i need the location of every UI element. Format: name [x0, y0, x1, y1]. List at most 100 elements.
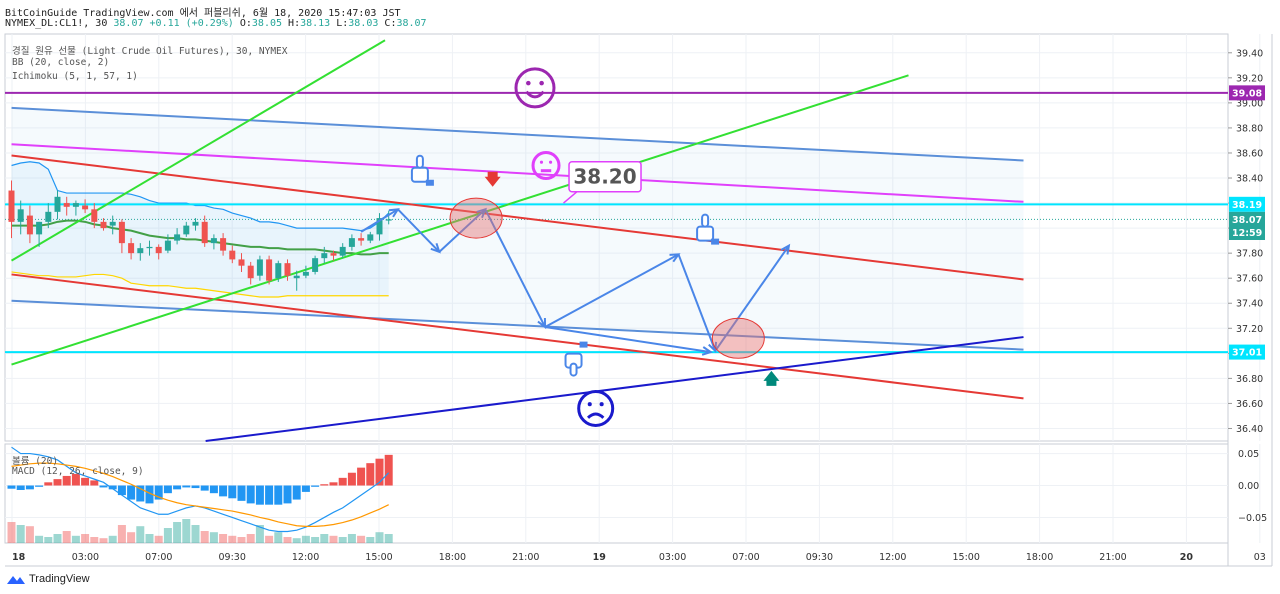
macd-hist-bar [35, 485, 44, 487]
macd-hist-bar [265, 485, 274, 505]
time-tick-label: 20 [1180, 552, 1194, 563]
macd-hist-bar [53, 479, 62, 486]
forecast-segment [544, 326, 711, 354]
callout-pointer [563, 191, 578, 204]
hand-palm [696, 225, 715, 242]
macd-hist-bar [163, 485, 172, 494]
price-badge [1229, 196, 1265, 212]
volume-bar [99, 538, 108, 543]
legend-main-series[interactable]: 경질 원유 선물 (Light Crude Oil Futures), 30, … [12, 46, 288, 57]
macd-hist-bar [154, 485, 163, 500]
candle-body [293, 275, 300, 279]
volume-bar [108, 535, 117, 543]
time-tick-label: 12:00 [292, 552, 319, 563]
macd-hist-bar [25, 485, 34, 490]
ohlc-high: 38.13 [300, 18, 331, 29]
volume-bar [127, 532, 136, 543]
candle-body [201, 221, 208, 244]
macd-hist-bar [311, 485, 320, 487]
candle-body [229, 250, 236, 260]
legend-macd[interactable]: MACD (12, 26, close, 9) [12, 466, 144, 477]
face-eye [587, 402, 592, 407]
ohlc-low: 38.03 [348, 18, 379, 29]
price-badge [1229, 211, 1265, 227]
time-tick-label: 18 [12, 552, 26, 563]
forecast-path-secondary [544, 326, 713, 356]
price-callout: 38.20 [563, 160, 642, 204]
macd-tick-label: 0.05 [1238, 449, 1259, 460]
macd-hist-bar [117, 485, 126, 496]
forecast-segment [438, 208, 486, 253]
main-pane [4, 33, 1229, 442]
candle-body [8, 190, 15, 222]
macd-hist-bar [357, 467, 366, 486]
price-tick-label: 39.20 [1236, 73, 1263, 84]
ohlc-l-label: L: [336, 18, 349, 29]
volume-bar [246, 534, 255, 543]
candle-body [330, 253, 337, 256]
volume-bar [209, 532, 218, 543]
green-lower-channel [11, 74, 909, 366]
candle-body [358, 238, 365, 241]
volume-bar [117, 525, 126, 543]
time-tick-label: 09:30 [219, 552, 246, 563]
legend-volume[interactable]: 볼륨 (20) [12, 456, 59, 467]
circle-37-10 [711, 317, 765, 359]
macd-hist-bar [127, 485, 136, 500]
face-eye [539, 160, 544, 164]
candle-body [45, 211, 52, 222]
legend-ichimoku[interactable]: Ichimoku (5, 1, 57, 1) [12, 71, 138, 82]
volume-bar [292, 538, 301, 543]
volume-bar [255, 525, 264, 543]
macd-hist-bar [292, 485, 301, 500]
macd-hist-bar [320, 484, 329, 486]
price-tick-label: 37.60 [1236, 274, 1263, 285]
footer[interactable]: TradingView [6, 573, 90, 585]
blue-upper-channel [11, 106, 1024, 162]
ohlc-close: 38.07 [396, 18, 427, 29]
neutral-face-icon [531, 150, 561, 180]
chart-header-line2: NYMEX_DL:CL1!, 30 38.07 +0.11 (+0.29%) O… [5, 18, 427, 29]
candle-body [275, 263, 282, 279]
channel-fill [11, 107, 1024, 350]
price-tick-label: 37.80 [1236, 249, 1263, 260]
candle-body [17, 209, 24, 222]
symbol[interactable]: NYMEX_DL:CL1!, 30 [5, 18, 108, 29]
macd-hist-bar [182, 485, 191, 488]
time-tick-label: 09:30 [806, 552, 833, 563]
candle-body [63, 203, 70, 207]
macd-signal-line [11, 462, 389, 527]
volume-bar [237, 537, 246, 543]
candle-body [385, 219, 392, 221]
macd-hist-bar [71, 474, 80, 486]
candle-body [164, 240, 171, 251]
price-tick-label: 37.20 [1236, 324, 1263, 335]
price-change: +0.11 (+0.29%) [149, 18, 234, 29]
forecast-segment [360, 208, 399, 233]
face-eye [526, 80, 531, 86]
face-eye [539, 80, 544, 86]
volume-bar [320, 534, 329, 543]
time-tick-label: 21:00 [1099, 552, 1126, 563]
macd-hist-bar [136, 485, 145, 502]
price-badge [1229, 85, 1265, 101]
volume-bar [301, 535, 310, 543]
macd-hist-bar [90, 480, 99, 486]
macd-hist-bar [99, 485, 108, 488]
tradingview-logo-icon [7, 576, 25, 584]
macd-hist-bar [16, 485, 25, 490]
candle-body [266, 259, 273, 281]
candle-body [183, 225, 190, 235]
time-tick-label: 12:00 [879, 552, 906, 563]
price-badge-text: 37.01 [1232, 348, 1262, 359]
price-tick-label: 38.40 [1236, 174, 1263, 185]
volume-bar [173, 522, 182, 543]
pointing-hand-icon [564, 341, 588, 377]
candle-body [256, 259, 263, 276]
macd-hist-bar [283, 485, 292, 504]
candle-body [247, 265, 254, 279]
price-badge-text: 38.19 [1232, 200, 1262, 211]
candle-body [82, 205, 89, 210]
legend-bollinger[interactable]: BB (20, close, 2) [12, 57, 110, 68]
